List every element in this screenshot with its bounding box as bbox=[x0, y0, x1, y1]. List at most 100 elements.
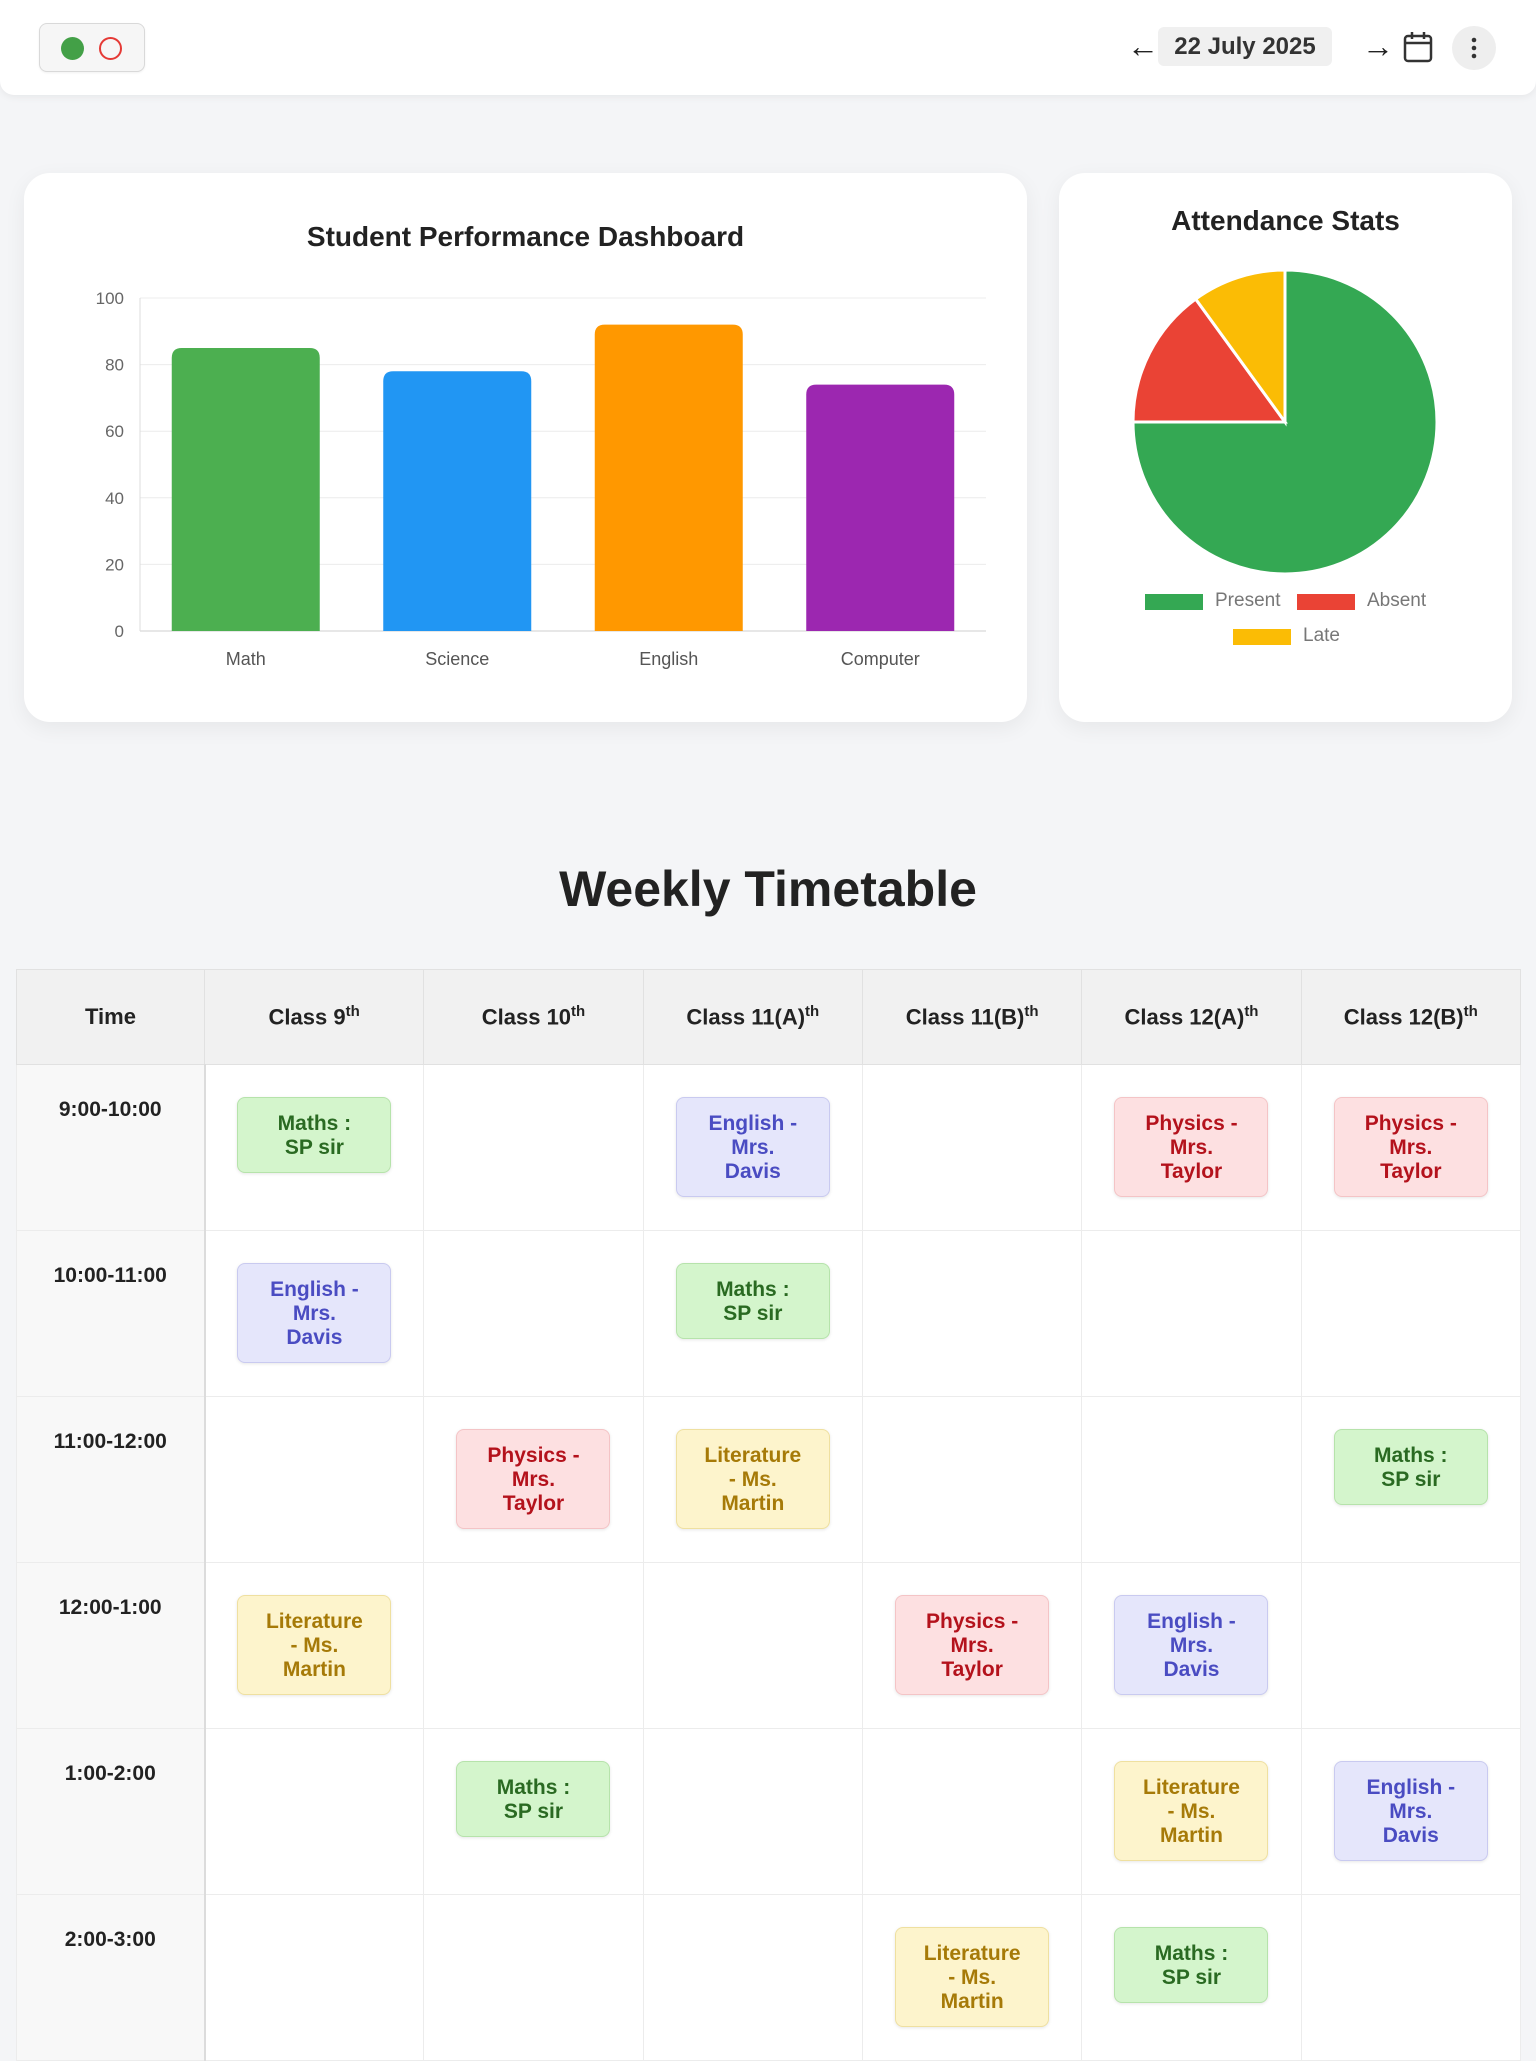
physics-lesson-badge[interactable]: Physics - Mrs. Taylor bbox=[895, 1595, 1050, 1695]
literature-lesson-badge[interactable]: Literature - Ms. Martin bbox=[1114, 1761, 1269, 1861]
bar-science[interactable] bbox=[383, 371, 532, 631]
attendance-card: Attendance Stats Present Absent Late bbox=[1059, 173, 1512, 722]
prev-date-button[interactable]: ← bbox=[1127, 28, 1159, 64]
lesson-text-line: Literature bbox=[704, 1444, 802, 1467]
timetable-cell[interactable] bbox=[642, 1728, 863, 1895]
lesson-text-line: English - bbox=[1366, 1776, 1456, 1799]
status-dot-green[interactable] bbox=[61, 37, 84, 60]
more-options-button[interactable] bbox=[1452, 26, 1496, 70]
lesson-text-line: Physics - bbox=[926, 1610, 1019, 1633]
timetable-cell: English - Mrs. Davis bbox=[1081, 1562, 1302, 1729]
lesson-text-line: English - bbox=[270, 1278, 359, 1301]
lesson-text-line: Mrs. bbox=[511, 1468, 556, 1491]
calendar-icon[interactable] bbox=[1403, 31, 1433, 63]
class-ordinal-suffix: th bbox=[805, 1003, 820, 1021]
time-slot-label: 2:00-3:00 bbox=[16, 1894, 206, 2061]
status-dot-red[interactable] bbox=[99, 37, 122, 60]
timetable-cell: Maths : SP sir bbox=[423, 1728, 644, 1895]
lesson-text-line: Davis bbox=[286, 1326, 343, 1349]
lesson-text-line: Maths : bbox=[496, 1776, 571, 1799]
timetable-row: 1:00-2:00 Maths : SP sir Literature - Ms. Mar… bbox=[16, 1728, 1521, 1895]
more-vertical-icon bbox=[1471, 37, 1477, 59]
x-tick-label: English bbox=[639, 649, 698, 669]
class-name: Class 9 bbox=[268, 1004, 346, 1030]
lesson-text-line: Martin bbox=[282, 1658, 346, 1681]
timetable-cell[interactable] bbox=[1081, 1230, 1302, 1397]
class-ordinal-suffix: th bbox=[1244, 1003, 1259, 1021]
timetable-cell[interactable] bbox=[861, 1396, 1083, 1563]
timetable-cell: Maths : SP sir bbox=[642, 1230, 863, 1397]
physics-lesson-badge[interactable]: Physics - Mrs. Taylor bbox=[456, 1429, 611, 1529]
pie-slice-late[interactable] bbox=[1193, 268, 1287, 427]
timetable-cell[interactable] bbox=[423, 1064, 644, 1231]
y-tick-label: 60 bbox=[105, 422, 124, 441]
lesson-text-line: Mrs. bbox=[1389, 1800, 1433, 1823]
lesson-text-line: Taylor bbox=[502, 1492, 565, 1515]
timetable-cell: Maths : SP sir bbox=[203, 1064, 425, 1231]
english-lesson-badge[interactable]: English - Mrs. Davis bbox=[1333, 1761, 1488, 1861]
performance-chart-title: Student Performance Dashboard bbox=[306, 221, 745, 252]
legend-swatch bbox=[1297, 594, 1355, 610]
timetable-cell[interactable] bbox=[861, 1064, 1083, 1231]
timetable-cell[interactable] bbox=[423, 1230, 644, 1397]
lesson-text-line: - Ms. bbox=[728, 1468, 777, 1491]
maths-lesson-badge[interactable]: Maths : SP sir bbox=[675, 1263, 830, 1339]
maths-lesson-badge[interactable]: Maths : SP sir bbox=[1114, 1927, 1269, 2003]
class-name: Class 12(B) bbox=[1343, 1004, 1464, 1030]
english-lesson-badge[interactable]: English - Mrs. Davis bbox=[675, 1097, 830, 1197]
timetable-cell[interactable] bbox=[203, 1894, 425, 2061]
physics-lesson-badge[interactable]: Physics - Mrs. Taylor bbox=[1114, 1097, 1269, 1197]
status-toggle[interactable] bbox=[39, 23, 145, 72]
literature-lesson-badge[interactable]: Literature - Ms. Martin bbox=[895, 1927, 1050, 2027]
timetable-cell: Physics - Mrs. Taylor bbox=[1081, 1064, 1302, 1231]
timetable-cell[interactable] bbox=[1300, 1230, 1521, 1397]
lesson-text-line: Martin bbox=[721, 1492, 785, 1515]
lesson-text-line: SP sir bbox=[723, 1302, 783, 1325]
lesson-text-line: Maths : bbox=[1154, 1942, 1229, 1965]
timetable-cell[interactable] bbox=[1081, 1396, 1302, 1563]
physics-lesson-badge[interactable]: Physics - Mrs. Taylor bbox=[1333, 1097, 1488, 1197]
english-lesson-badge[interactable]: English - Mrs. Davis bbox=[237, 1263, 392, 1363]
lesson-text-line: Mrs. bbox=[1389, 1136, 1433, 1159]
attendance-chart-title: Attendance Stats bbox=[1171, 205, 1400, 236]
timetable-cell[interactable] bbox=[423, 1894, 644, 2061]
timetable-cell: Physics - Mrs. Taylor bbox=[861, 1562, 1083, 1729]
bar-math[interactable] bbox=[171, 347, 320, 631]
lesson-text-line: - Ms. bbox=[948, 1966, 997, 1989]
timetable-cell[interactable] bbox=[861, 1230, 1083, 1397]
class-name: Class 11(B) bbox=[905, 1004, 1025, 1030]
lesson-text-line: Taylor bbox=[1380, 1160, 1442, 1183]
timetable-cell[interactable] bbox=[1300, 1894, 1521, 2061]
timetable-cell[interactable] bbox=[642, 1894, 863, 2061]
timetable-cell: Literature - Ms. Martin bbox=[642, 1396, 863, 1563]
literature-lesson-badge[interactable]: Literature - Ms. Martin bbox=[675, 1429, 830, 1529]
timetable-cell[interactable] bbox=[423, 1562, 644, 1729]
timetable-cell[interactable] bbox=[203, 1728, 425, 1895]
timetable-row: 12:00-1:00 Literature - Ms. Martin Physics -… bbox=[16, 1562, 1521, 1729]
pie-slice-absent[interactable] bbox=[1131, 296, 1288, 424]
lesson-text-line: Maths : bbox=[1374, 1444, 1448, 1467]
english-lesson-badge[interactable]: English - Mrs. Davis bbox=[1114, 1595, 1269, 1695]
pie-slice-present[interactable] bbox=[1131, 268, 1439, 576]
maths-lesson-badge[interactable]: Maths : SP sir bbox=[1333, 1429, 1488, 1505]
timetable-cell[interactable] bbox=[203, 1396, 425, 1563]
lesson-text-line: Taylor bbox=[1160, 1160, 1223, 1183]
literature-lesson-badge[interactable]: Literature - Ms. Martin bbox=[237, 1595, 392, 1695]
class-name: Class 10 bbox=[481, 1004, 572, 1030]
next-date-button[interactable]: → bbox=[1362, 28, 1394, 64]
timetable-cell[interactable] bbox=[861, 1728, 1083, 1895]
lesson-text-line: Physics - bbox=[1364, 1112, 1457, 1135]
lesson-text-line: Mrs. bbox=[1169, 1136, 1214, 1159]
lesson-text-line: SP sir bbox=[1381, 1468, 1441, 1491]
class-column-header: Class 10th bbox=[423, 969, 644, 1065]
lesson-text-line: Maths : bbox=[277, 1112, 352, 1135]
bar-english[interactable] bbox=[594, 324, 743, 631]
timetable-header-row: Time Class 9th Class 10th Class 11(A)th Cla… bbox=[16, 969, 1521, 1065]
timetable-cell[interactable] bbox=[642, 1562, 863, 1729]
y-tick-label: 80 bbox=[105, 356, 124, 375]
bar-computer[interactable] bbox=[806, 384, 955, 631]
maths-lesson-badge[interactable]: Maths : SP sir bbox=[456, 1761, 611, 1837]
timetable-cell[interactable] bbox=[1300, 1562, 1521, 1729]
maths-lesson-badge[interactable]: Maths : SP sir bbox=[237, 1097, 392, 1173]
lesson-text-line: Literature bbox=[1143, 1776, 1240, 1799]
